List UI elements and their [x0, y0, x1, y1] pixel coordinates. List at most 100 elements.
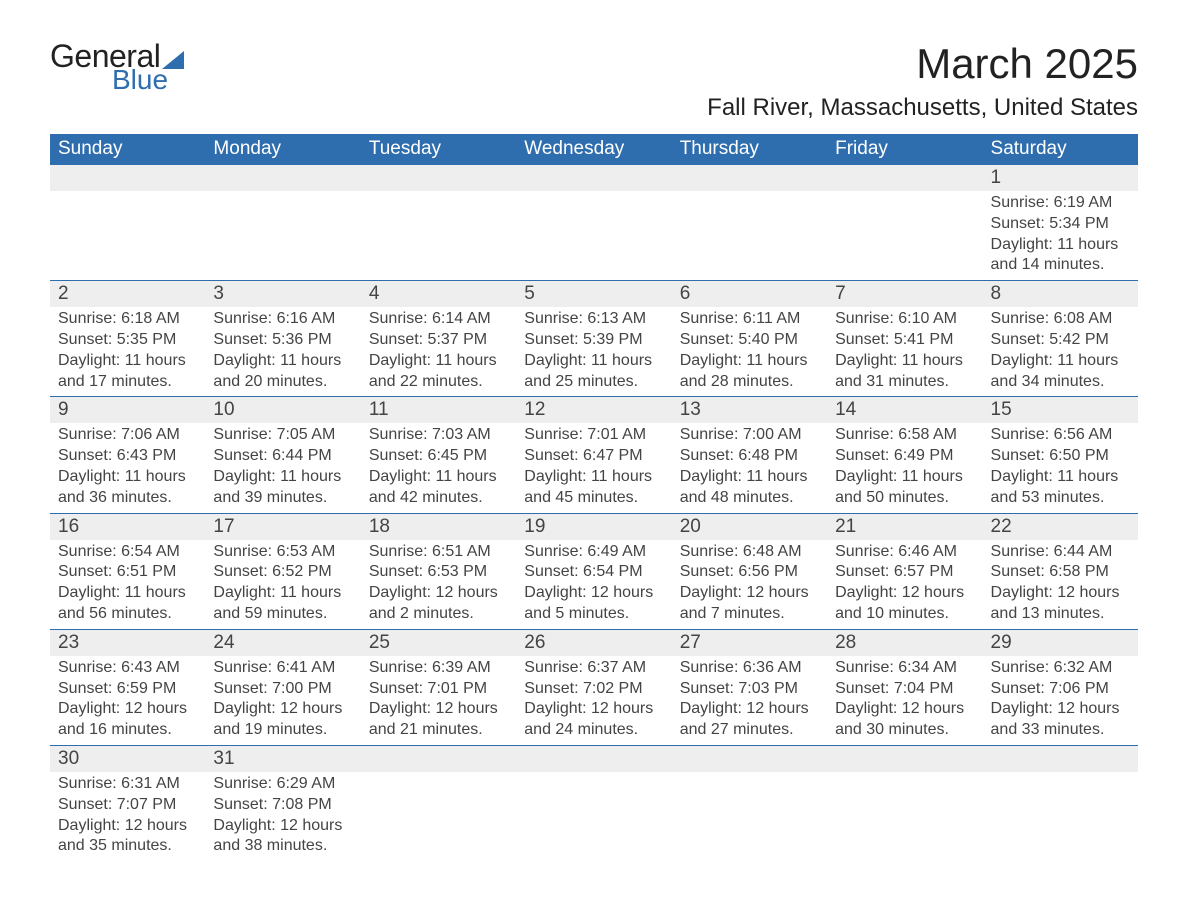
- day-day1: Daylight: 12 hours: [991, 583, 1130, 604]
- day-number-cell: 28: [827, 629, 982, 656]
- day-day2: and 53 minutes.: [991, 488, 1130, 509]
- day-sunrise: Sunrise: 6:54 AM: [58, 542, 197, 563]
- day-data-cell: Sunrise: 6:48 AMSunset: 6:56 PMDaylight:…: [672, 540, 827, 630]
- day-day1: Daylight: 11 hours: [991, 235, 1130, 256]
- day-day1: Daylight: 11 hours: [680, 467, 819, 488]
- day-sunset: Sunset: 6:44 PM: [213, 446, 352, 467]
- day-day1: Daylight: 11 hours: [991, 467, 1130, 488]
- day-data-cell: [827, 191, 982, 281]
- day-day2: and 14 minutes.: [991, 255, 1130, 276]
- day-sunset: Sunset: 6:51 PM: [58, 562, 197, 583]
- day-number-cell: 22: [983, 513, 1138, 540]
- day-number-cell: 4: [361, 281, 516, 308]
- day-number-cell: 20: [672, 513, 827, 540]
- day-sunset: Sunset: 6:59 PM: [58, 679, 197, 700]
- day-number-cell: 26: [516, 629, 671, 656]
- day-data-cell: Sunrise: 6:10 AMSunset: 5:41 PMDaylight:…: [827, 307, 982, 397]
- day-sunset: Sunset: 5:40 PM: [680, 330, 819, 351]
- day-number-cell: 10: [205, 397, 360, 424]
- day-day1: Daylight: 11 hours: [213, 583, 352, 604]
- day-data-cell: [827, 772, 982, 861]
- day-data-cell: Sunrise: 6:18 AMSunset: 5:35 PMDaylight:…: [50, 307, 205, 397]
- day-sunrise: Sunrise: 6:14 AM: [369, 309, 508, 330]
- day-number-row: 2345678: [50, 281, 1138, 308]
- day-number-cell: 13: [672, 397, 827, 424]
- day-day2: and 25 minutes.: [524, 372, 663, 393]
- day-number-cell: 25: [361, 629, 516, 656]
- logo-text-blue: Blue: [112, 66, 184, 94]
- day-data-cell: Sunrise: 6:46 AMSunset: 6:57 PMDaylight:…: [827, 540, 982, 630]
- day-sunset: Sunset: 7:08 PM: [213, 795, 352, 816]
- day-data-cell: Sunrise: 6:49 AMSunset: 6:54 PMDaylight:…: [516, 540, 671, 630]
- day-sunrise: Sunrise: 6:19 AM: [991, 193, 1130, 214]
- day-data-cell: Sunrise: 6:41 AMSunset: 7:00 PMDaylight:…: [205, 656, 360, 746]
- day-sunset: Sunset: 6:49 PM: [835, 446, 974, 467]
- day-number-cell: [516, 165, 671, 192]
- day-number-cell: 5: [516, 281, 671, 308]
- day-sunrise: Sunrise: 6:39 AM: [369, 658, 508, 679]
- title-block: March 2025 Fall River, Massachusetts, Un…: [707, 40, 1138, 122]
- day-number-cell: 31: [205, 745, 360, 772]
- day-data-cell: Sunrise: 6:11 AMSunset: 5:40 PMDaylight:…: [672, 307, 827, 397]
- weekday-header: Thursday: [672, 134, 827, 165]
- page-title: March 2025: [707, 40, 1138, 88]
- day-sunset: Sunset: 5:34 PM: [991, 214, 1130, 235]
- day-day1: Daylight: 12 hours: [835, 583, 974, 604]
- day-sunset: Sunset: 6:57 PM: [835, 562, 974, 583]
- day-number-cell: [50, 165, 205, 192]
- day-data-row: Sunrise: 6:31 AMSunset: 7:07 PMDaylight:…: [50, 772, 1138, 861]
- day-day1: Daylight: 12 hours: [58, 816, 197, 837]
- day-number-cell: 9: [50, 397, 205, 424]
- day-sunrise: Sunrise: 6:18 AM: [58, 309, 197, 330]
- day-sunrise: Sunrise: 6:34 AM: [835, 658, 974, 679]
- page-subtitle: Fall River, Massachusetts, United States: [707, 94, 1138, 122]
- day-data-cell: Sunrise: 6:36 AMSunset: 7:03 PMDaylight:…: [672, 656, 827, 746]
- day-day2: and 33 minutes.: [991, 720, 1130, 741]
- day-day2: and 24 minutes.: [524, 720, 663, 741]
- day-day2: and 19 minutes.: [213, 720, 352, 741]
- day-day2: and 27 minutes.: [680, 720, 819, 741]
- day-sunset: Sunset: 6:54 PM: [524, 562, 663, 583]
- day-data-cell: [361, 772, 516, 861]
- day-sunset: Sunset: 7:04 PM: [835, 679, 974, 700]
- day-sunset: Sunset: 5:37 PM: [369, 330, 508, 351]
- day-number-cell: 7: [827, 281, 982, 308]
- weekday-header: Tuesday: [361, 134, 516, 165]
- day-number-cell: 6: [672, 281, 827, 308]
- day-day1: Daylight: 12 hours: [369, 699, 508, 720]
- day-day2: and 35 minutes.: [58, 836, 197, 857]
- day-day1: Daylight: 12 hours: [369, 583, 508, 604]
- day-number-row: 3031: [50, 745, 1138, 772]
- day-number-cell: [516, 745, 671, 772]
- day-number-cell: 3: [205, 281, 360, 308]
- day-sunrise: Sunrise: 6:29 AM: [213, 774, 352, 795]
- day-sunset: Sunset: 6:47 PM: [524, 446, 663, 467]
- day-data-cell: Sunrise: 6:39 AMSunset: 7:01 PMDaylight:…: [361, 656, 516, 746]
- day-day2: and 7 minutes.: [680, 604, 819, 625]
- day-sunrise: Sunrise: 6:44 AM: [991, 542, 1130, 563]
- day-sunset: Sunset: 6:43 PM: [58, 446, 197, 467]
- weekday-header: Friday: [827, 134, 982, 165]
- day-data-cell: Sunrise: 6:43 AMSunset: 6:59 PMDaylight:…: [50, 656, 205, 746]
- day-sunset: Sunset: 6:52 PM: [213, 562, 352, 583]
- day-data-cell: Sunrise: 7:00 AMSunset: 6:48 PMDaylight:…: [672, 423, 827, 513]
- day-number-row: 16171819202122: [50, 513, 1138, 540]
- day-sunrise: Sunrise: 6:58 AM: [835, 425, 974, 446]
- day-day1: Daylight: 12 hours: [213, 816, 352, 837]
- day-sunset: Sunset: 7:01 PM: [369, 679, 508, 700]
- day-day1: Daylight: 11 hours: [58, 467, 197, 488]
- day-sunset: Sunset: 7:02 PM: [524, 679, 663, 700]
- day-day2: and 30 minutes.: [835, 720, 974, 741]
- day-data-cell: Sunrise: 6:51 AMSunset: 6:53 PMDaylight:…: [361, 540, 516, 630]
- day-number-cell: 24: [205, 629, 360, 656]
- day-number-cell: [361, 745, 516, 772]
- day-number-row: 1: [50, 165, 1138, 192]
- day-data-row: Sunrise: 7:06 AMSunset: 6:43 PMDaylight:…: [50, 423, 1138, 513]
- day-number-cell: 12: [516, 397, 671, 424]
- day-data-cell: Sunrise: 6:58 AMSunset: 6:49 PMDaylight:…: [827, 423, 982, 513]
- day-day1: Daylight: 11 hours: [524, 351, 663, 372]
- logo: General Blue: [50, 40, 184, 94]
- day-sunrise: Sunrise: 7:03 AM: [369, 425, 508, 446]
- day-number-cell: 2: [50, 281, 205, 308]
- day-day1: Daylight: 11 hours: [369, 351, 508, 372]
